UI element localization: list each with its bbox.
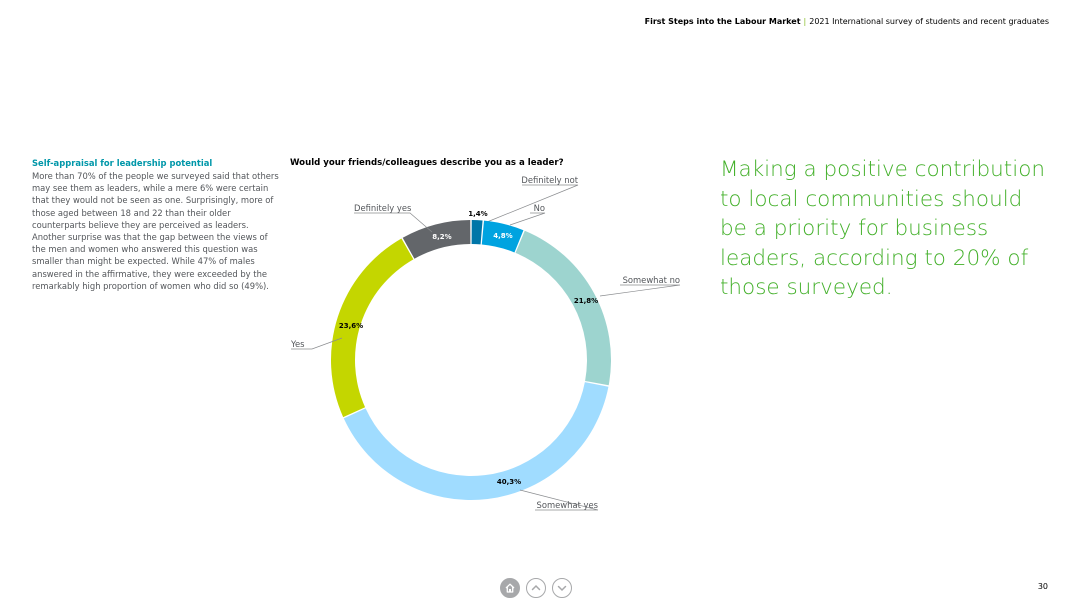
slice-value-label: 21,8% — [574, 297, 598, 305]
donut-slice-definitely-yes — [402, 220, 471, 259]
donut-slice-somewhat-no — [515, 230, 611, 386]
section-heading: Self-appraisal for leadership potential — [32, 158, 213, 168]
category-label: Definitely yes — [354, 203, 411, 213]
category-leader-line — [291, 337, 343, 350]
slice-value-label: 4,8% — [493, 232, 512, 240]
header-subtitle: 2021 International survey of students an… — [809, 17, 1049, 26]
header-separator: | — [803, 17, 807, 26]
donut-slice-yes — [331, 238, 414, 418]
donut-slice-no — [481, 220, 524, 253]
callout-quote: Making a positive contribution to local … — [720, 157, 1045, 300]
home-icon — [505, 583, 515, 593]
donut-slice-somewhat-yes — [343, 382, 609, 501]
slice-value-label: 23,6% — [339, 322, 363, 330]
previous-page-button[interactable] — [526, 578, 546, 598]
category-label: Somewhat no — [623, 275, 680, 285]
category-leader-line — [599, 284, 681, 297]
chevron-down-icon — [557, 585, 567, 592]
slice-value-label: 40,3% — [497, 478, 521, 486]
home-button[interactable] — [500, 578, 520, 598]
category-leader-line — [354, 212, 433, 233]
category-leader-line — [519, 489, 599, 511]
chevron-up-icon — [531, 584, 541, 591]
slice-value-label: 1,4% — [468, 210, 487, 218]
slice-value-label: 8,2% — [432, 233, 451, 241]
donut-slice-definitely-not — [471, 220, 483, 245]
category-label: Yes — [290, 339, 305, 349]
header-title: First Steps into the Labour Market — [644, 17, 801, 26]
category-leader-line — [509, 212, 546, 226]
category-leader-line — [486, 184, 579, 223]
category-label: No — [534, 203, 545, 213]
next-page-button[interactable] — [552, 578, 572, 598]
body-text-column: Self-appraisal for leadership potential … — [32, 158, 282, 292]
category-label: Definitely not — [521, 175, 578, 185]
chart-title: Would your friends/colleagues describe y… — [290, 158, 564, 168]
section-body: More than 70% of the people we surveyed … — [32, 171, 279, 291]
page-navigation — [500, 578, 572, 598]
category-label: Somewhat yes — [537, 500, 598, 510]
document-header: First Steps into the Labour Market | 2021 … — [645, 17, 1049, 26]
page-number: 30 — [1037, 582, 1048, 591]
